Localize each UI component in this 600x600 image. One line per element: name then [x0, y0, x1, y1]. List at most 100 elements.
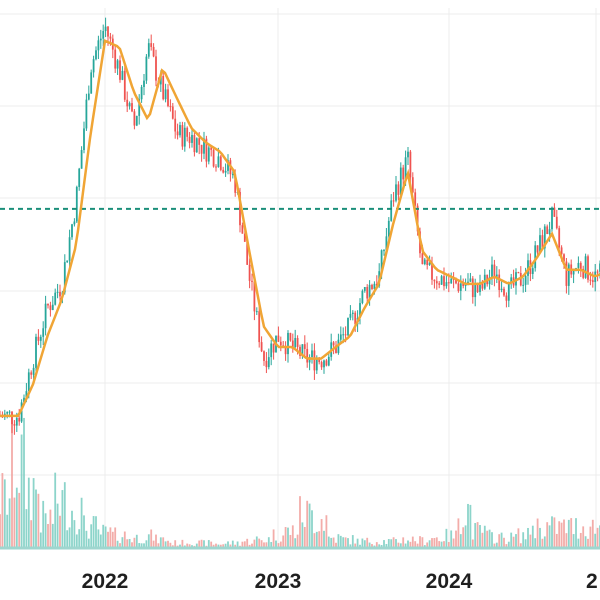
- candle-body: [426, 259, 429, 266]
- volume-bar: [445, 528, 448, 548]
- volume-bar: [491, 532, 493, 548]
- candle-body: [195, 138, 198, 153]
- volume-bar: [253, 539, 256, 548]
- volume-bar: [243, 541, 246, 548]
- candle-body: [114, 49, 117, 69]
- candle-body: [224, 170, 227, 173]
- volume-bar: [248, 544, 251, 548]
- candle-body: [207, 147, 210, 162]
- candle-body: [83, 128, 85, 151]
- volume-bar: [164, 541, 167, 548]
- candle-body: [548, 229, 551, 235]
- volume-bar: [524, 539, 527, 548]
- volume-bar: [282, 535, 285, 548]
- volume-bar: [431, 538, 433, 548]
- candle-body: [181, 125, 184, 147]
- volume-bar: [133, 537, 136, 548]
- candle-body: [491, 264, 493, 278]
- volume-bar: [488, 529, 491, 548]
- volume-bar: [272, 529, 275, 548]
- candle-body: [354, 312, 357, 325]
- candle-body: [263, 351, 265, 361]
- volume-bar: [44, 513, 47, 548]
- candle-body: [54, 292, 57, 305]
- candle-body: [51, 304, 54, 311]
- volume-bar: [361, 538, 364, 548]
- volume-bar: [42, 500, 45, 548]
- volume-bar: [565, 533, 568, 548]
- candle-body: [495, 274, 498, 277]
- volume-bar: [270, 541, 273, 548]
- candle-body: [219, 156, 222, 170]
- candle-body: [97, 40, 100, 51]
- volume-bar: [347, 538, 349, 548]
- volume-bar: [330, 537, 333, 548]
- candle-body: [107, 26, 109, 37]
- volume-bar: [13, 497, 16, 548]
- candle-body: [299, 346, 301, 356]
- volume-bar: [85, 530, 88, 548]
- candle-body: [531, 268, 534, 274]
- volume-bar: [339, 535, 342, 548]
- volume-bar: [567, 519, 570, 548]
- volume-bar: [493, 543, 496, 548]
- candle-body: [277, 335, 280, 342]
- candle-body: [392, 200, 395, 202]
- candle-body: [380, 250, 383, 272]
- candle-body: [198, 138, 201, 145]
- volume-bar: [186, 543, 189, 548]
- candle-body: [361, 290, 364, 304]
- volume-bar: [212, 544, 215, 548]
- candle-body: [87, 93, 90, 100]
- volume-bar: [390, 539, 393, 548]
- candle-body: [383, 250, 385, 252]
- volume-bar: [68, 527, 71, 548]
- candle-body: [234, 173, 237, 193]
- candle-body: [349, 314, 352, 318]
- candle-body: [71, 224, 73, 238]
- candlesticks: [0, 17, 600, 435]
- volume-bar: [222, 544, 225, 548]
- candle-body: [306, 348, 309, 363]
- volume-bar: [128, 538, 131, 548]
- candle-body: [191, 135, 193, 143]
- volume-bar: [397, 542, 400, 548]
- volume-bar: [464, 525, 467, 548]
- candle-body: [102, 31, 105, 39]
- volume-bar: [407, 540, 409, 548]
- candle-body: [296, 338, 299, 347]
- candle-body: [402, 167, 405, 180]
- volume-bar: [203, 540, 205, 548]
- candle-body: [143, 80, 145, 87]
- candle-body: [327, 356, 330, 366]
- candle-body: [584, 256, 587, 278]
- candle-body: [243, 233, 246, 242]
- volume-bar: [594, 533, 597, 548]
- volume-bar: [294, 538, 297, 548]
- candle-body: [222, 169, 225, 173]
- candle-body: [68, 237, 71, 261]
- candle-body: [27, 372, 30, 392]
- x-tick-label: 2023: [255, 570, 302, 593]
- x-axis: 2022 2023 2024 2: [82, 570, 598, 593]
- candle-body: [313, 350, 316, 371]
- volume-bar: [104, 526, 107, 548]
- volume-bar: [495, 542, 498, 548]
- volume-bar: [589, 526, 592, 548]
- candle-body: [409, 151, 412, 178]
- volume-bar: [323, 530, 325, 548]
- volume-bar: [80, 497, 83, 548]
- candle-body: [255, 311, 258, 313]
- candle-body: [500, 288, 503, 291]
- volume-bar: [349, 544, 352, 548]
- candle-body: [332, 342, 335, 346]
- volume-bar: [284, 527, 287, 548]
- candle-body: [464, 284, 467, 286]
- volume-bar: [83, 515, 85, 548]
- candle-body: [411, 177, 414, 193]
- candle-body: [390, 200, 393, 221]
- candle-body: [438, 283, 441, 285]
- candle-body: [579, 262, 582, 269]
- candle-body: [258, 311, 261, 343]
